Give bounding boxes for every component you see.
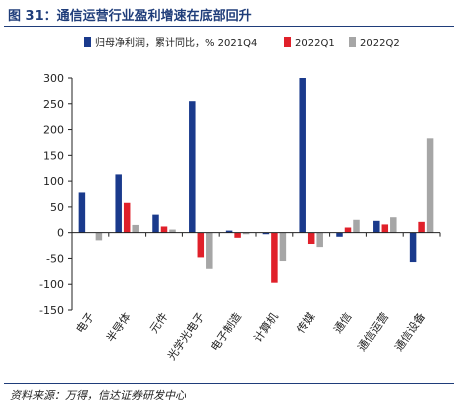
- y-tick-label-1: -100: [39, 278, 64, 291]
- legend-swatch-2: [349, 37, 356, 47]
- legend-label-0: 归母净利润，累计同比，% 2021Q4: [95, 36, 257, 49]
- figure-title: 图 31：通信运营行业盈利增速在底部回升: [8, 9, 252, 24]
- source-note: 资料来源：万得，信达证券研发中心: [10, 389, 186, 402]
- bar-1-0: [115, 174, 122, 233]
- category-label-4: 电子制造: [207, 310, 244, 354]
- category-label-3: 光学光电子: [164, 310, 207, 363]
- bar-2-2: [169, 229, 176, 233]
- bar-5-0: [262, 232, 270, 235]
- category-label-7: 通信: [331, 310, 354, 335]
- legend-swatch-0: [84, 37, 91, 47]
- category-label-9: 通信设备: [391, 310, 428, 354]
- bar-5-1: [271, 232, 278, 283]
- bar-5-2: [279, 232, 287, 262]
- bar-0-0: [78, 192, 86, 233]
- bar-7-2: [353, 219, 360, 233]
- bar-7-1: [344, 227, 352, 233]
- title-rule: [4, 26, 454, 27]
- bar-1-2: [132, 224, 139, 233]
- legend-label-2: 2022Q2: [360, 38, 400, 49]
- category-label-0: 电子: [74, 310, 97, 335]
- bar-8-1: [381, 224, 389, 233]
- bar-series: [78, 78, 434, 283]
- y-tick-label-7: 200: [43, 124, 64, 137]
- bar-3-1: [197, 232, 205, 258]
- bar-4-1: [234, 232, 241, 238]
- bar-6-0: [299, 78, 306, 233]
- y-tick-label-9: 300: [43, 72, 64, 85]
- bar-2-1: [160, 226, 168, 233]
- y-tick-label-0: -150: [39, 304, 64, 317]
- category-label-8: 通信运营: [355, 310, 392, 354]
- chart-legend: 归母净利润，累计同比，% 2021Q4 2022Q1 2022Q2: [84, 36, 400, 49]
- y-axis: -150 -100 -50 0 50 100 150 200 250 300: [39, 72, 73, 317]
- y-tick-label-8: 250: [43, 98, 64, 111]
- bar-3-0: [189, 101, 196, 233]
- category-label-1: 半导体: [103, 310, 133, 345]
- category-label-2: 元件: [147, 310, 170, 335]
- bar-3-2: [206, 232, 213, 269]
- bar-1-1: [123, 202, 131, 233]
- source-rule: [4, 383, 454, 384]
- y-tick-label-6: 150: [43, 149, 64, 162]
- category-label-5: 计算机: [250, 310, 280, 345]
- bar-chart: 归母净利润，累计同比，% 2021Q4 2022Q1 2022Q2 -150 -100…: [39, 36, 441, 363]
- category-label-6: 传媒: [294, 310, 317, 335]
- bar-8-2: [390, 217, 397, 233]
- y-tick-label-2: -50: [46, 252, 64, 265]
- bar-4-0: [225, 230, 233, 233]
- bar-2-0: [152, 214, 159, 233]
- y-tick-label-4: 50: [50, 201, 64, 214]
- y-tick-label-5: 100: [43, 175, 64, 188]
- legend-swatch-1: [284, 37, 291, 47]
- bar-9-1: [418, 221, 425, 233]
- bar-9-2: [426, 138, 434, 233]
- bar-6-2: [316, 232, 323, 248]
- bar-0-2: [95, 232, 103, 241]
- bar-4-2: [242, 232, 250, 235]
- bar-6-1: [307, 232, 315, 245]
- legend-label-1: 2022Q1: [295, 38, 335, 49]
- bar-7-0: [336, 232, 343, 237]
- y-tick-label-3: 0: [57, 227, 64, 240]
- bar-8-0: [373, 220, 380, 233]
- bar-9-0: [409, 232, 417, 263]
